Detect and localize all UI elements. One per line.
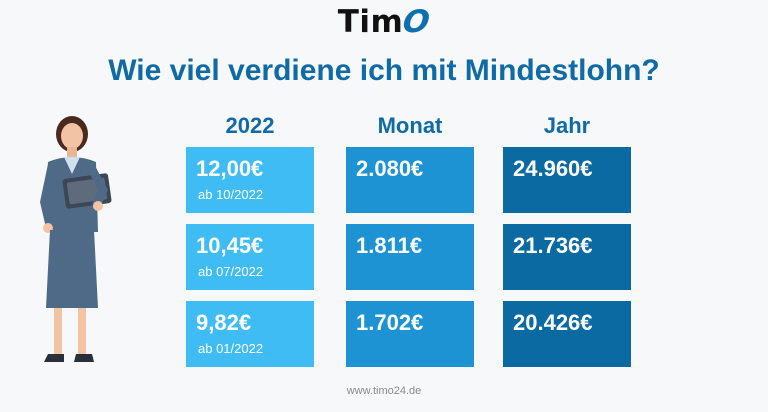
businesswoman-illustration	[40, 116, 112, 362]
column-header-year: Jahr	[543, 113, 591, 138]
column-header-2022: 2022	[225, 113, 275, 138]
monthly-tile: 1.811€	[346, 224, 474, 290]
annual-tile: 24.960€	[503, 147, 631, 213]
hourly-wage: 10,45€	[196, 233, 264, 258]
annual-tile: 21.736€	[503, 224, 631, 290]
wage-effective-date: ab 10/2022	[198, 187, 264, 202]
brand-logo-o: O	[400, 4, 433, 40]
monthly-tile: 1.702€	[346, 301, 474, 367]
wage-effective-date: ab 01/2022	[198, 341, 264, 356]
page-title: Wie viel verdiene ich mit Mindestlohn?	[108, 54, 660, 87]
wage-tile: 10,45€ ab 07/2022	[186, 224, 314, 290]
wage-effective-date: ab 07/2022	[198, 264, 264, 279]
hourly-wage: 9,82€	[196, 310, 252, 335]
brand-name: Tim	[337, 4, 404, 40]
wage-tile: 12,00€ ab 10/2022	[186, 147, 314, 213]
monthly-income: 1.811€	[356, 233, 423, 258]
annual-tile: 20.426€	[503, 301, 631, 367]
monthly-tile: 2.080€	[346, 147, 474, 213]
annual-income: 24.960€	[513, 156, 593, 181]
monthly-income: 2.080€	[356, 156, 424, 181]
monthly-income: 1.702€	[356, 310, 424, 335]
brand-logo: TimO	[0, 4, 768, 40]
annual-income: 21.736€	[513, 233, 593, 258]
wage-tile: 9,82€ ab 01/2022	[186, 301, 314, 367]
column-header-month: Monat	[377, 113, 443, 138]
annual-income: 20.426€	[513, 310, 593, 335]
hourly-wage: 12,00€	[196, 156, 264, 181]
footer-url: www.timo24.de	[346, 385, 422, 397]
